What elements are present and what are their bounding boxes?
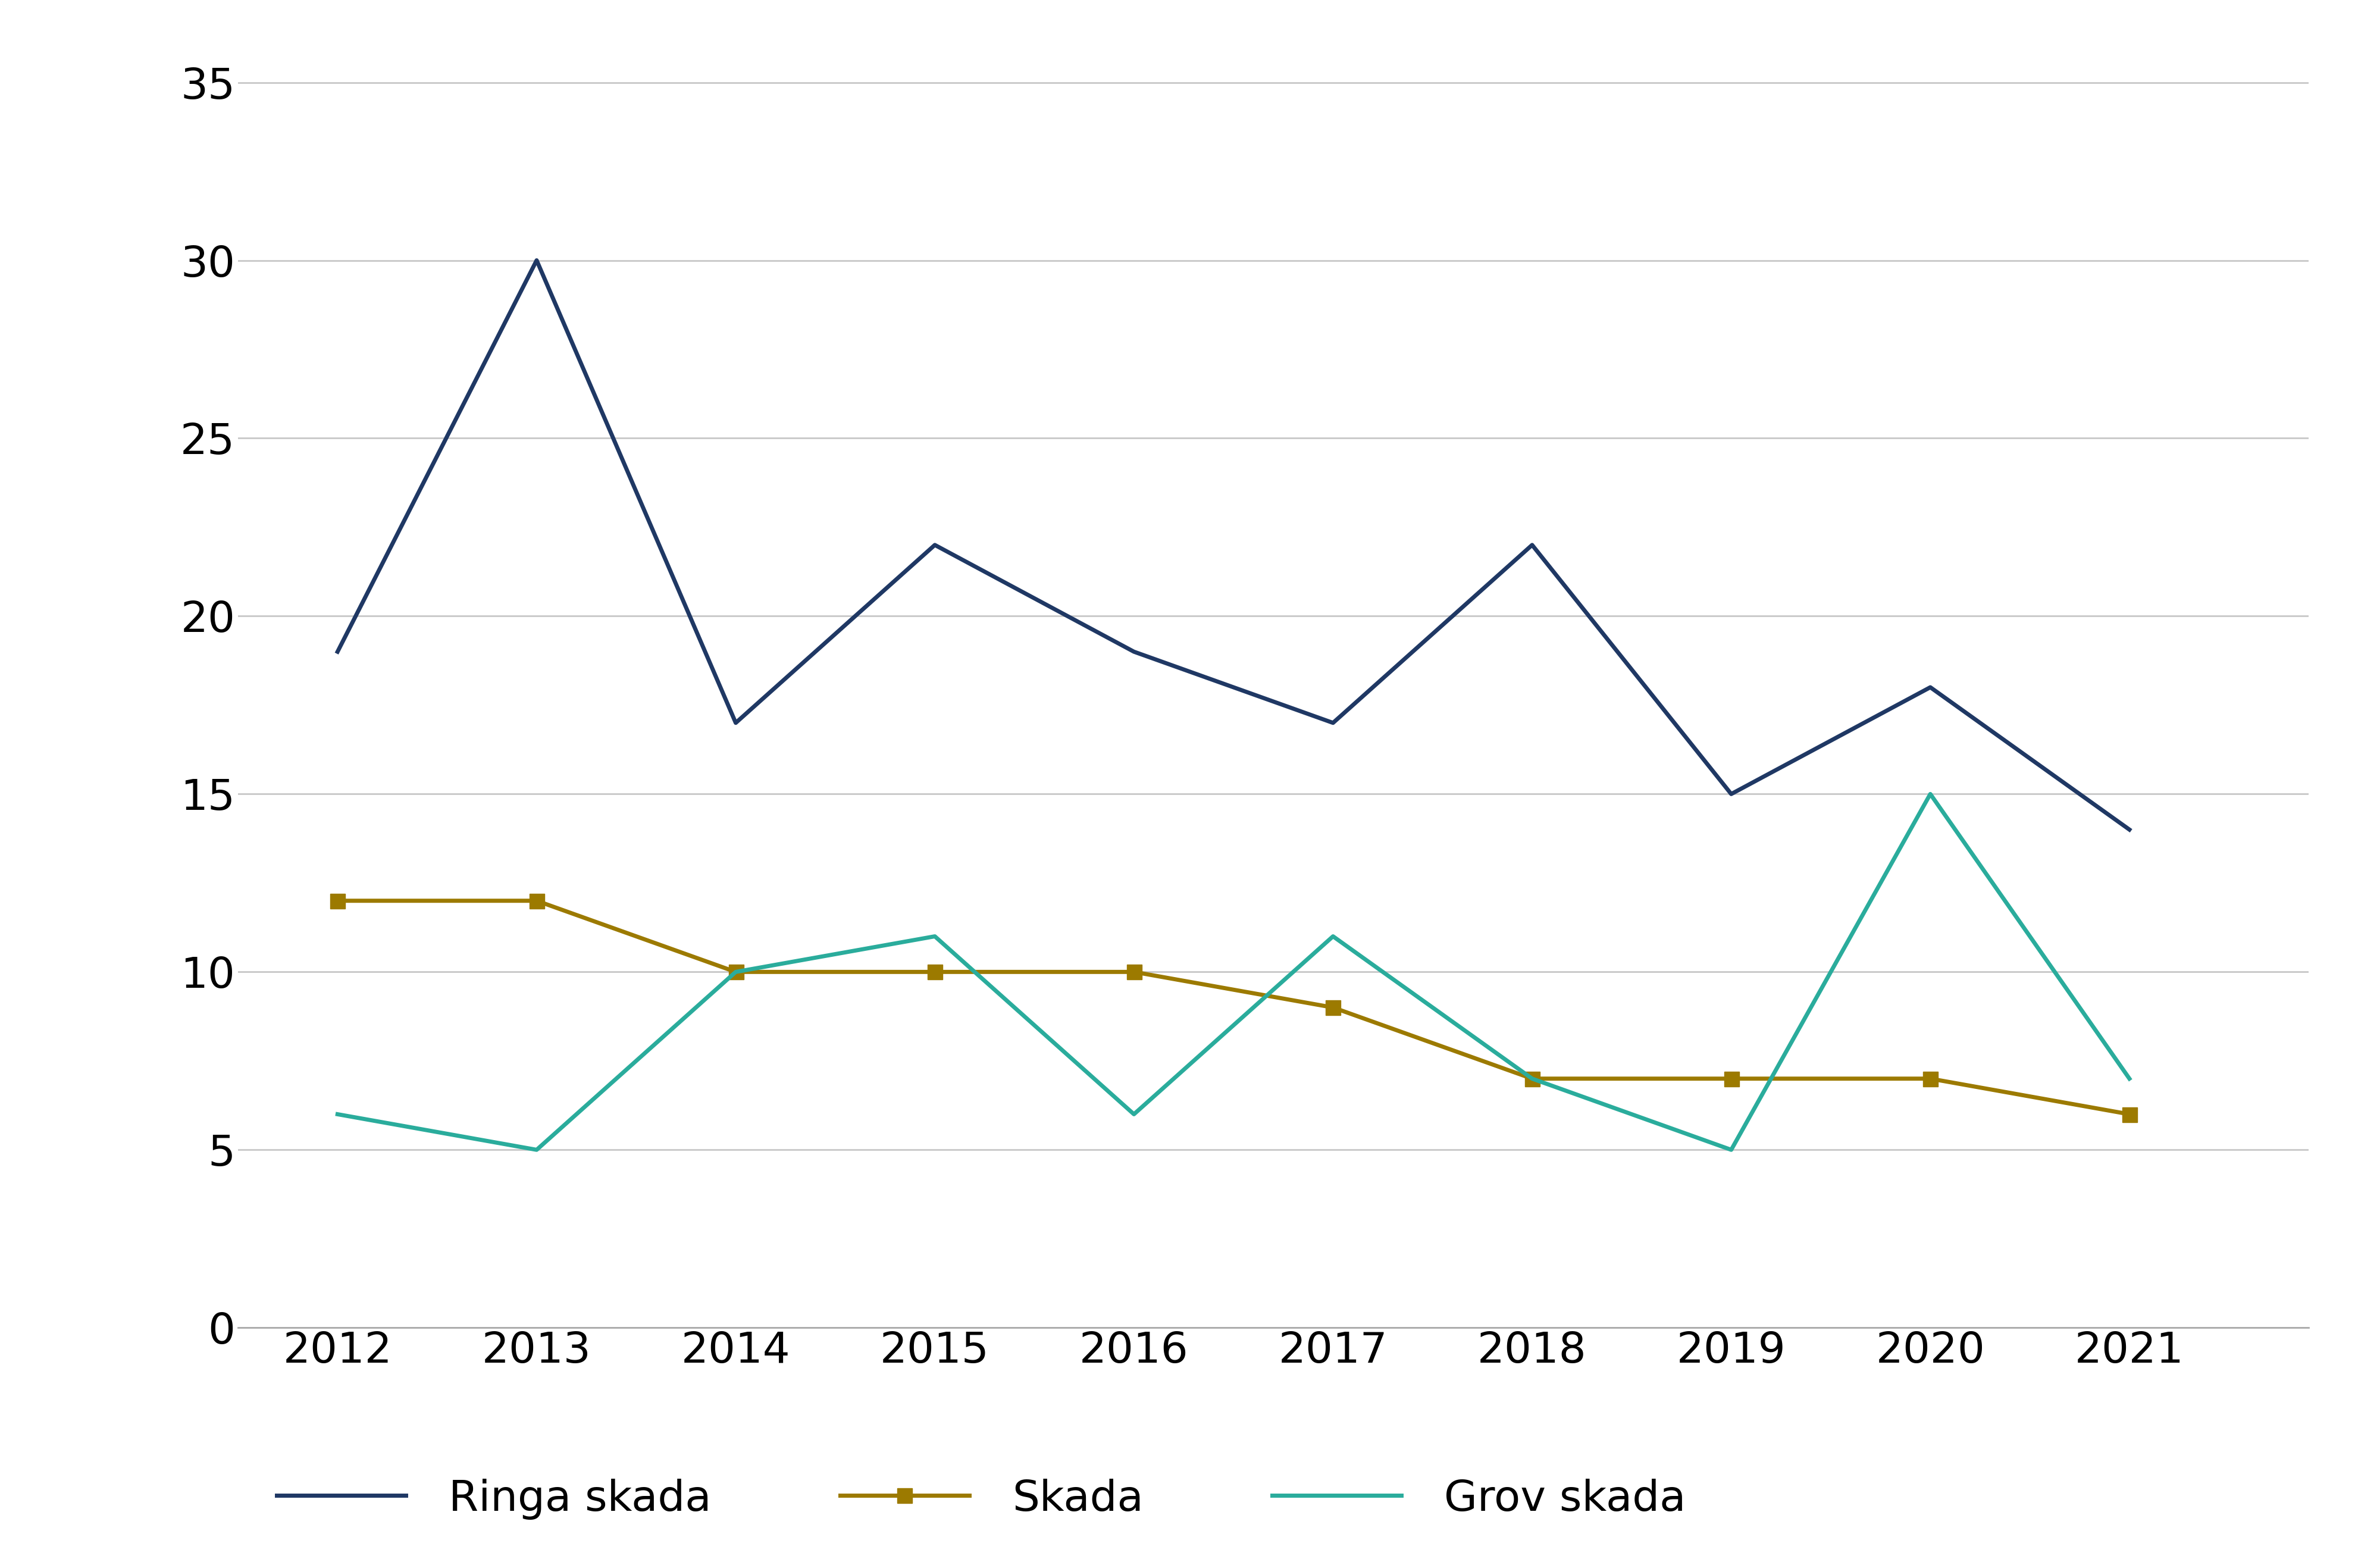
Legend: Ringa skada, Skada, Grov skada: Ringa skada, Skada, Grov skada <box>259 1462 1704 1537</box>
